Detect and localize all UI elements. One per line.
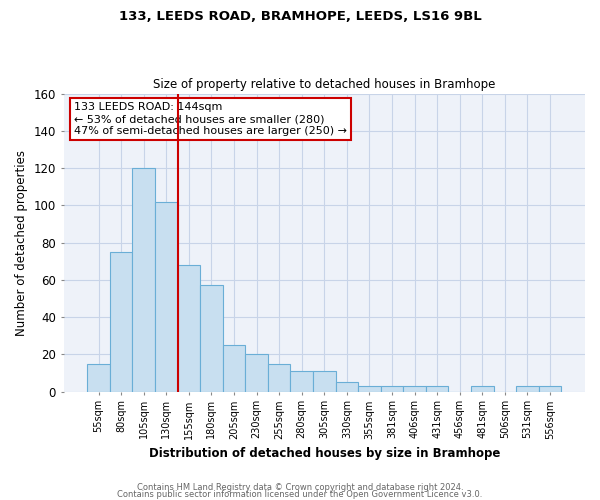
X-axis label: Distribution of detached houses by size in Bramhope: Distribution of detached houses by size … [149, 447, 500, 460]
Bar [516, 386, 539, 392]
Bar [381, 386, 403, 392]
Text: Contains public sector information licensed under the Open Government Licence v3: Contains public sector information licen… [118, 490, 482, 499]
Bar [290, 371, 313, 392]
Bar [268, 364, 290, 392]
Bar [539, 386, 561, 392]
Y-axis label: Number of detached properties: Number of detached properties [15, 150, 28, 336]
Bar [426, 386, 448, 392]
Bar [87, 364, 110, 392]
Bar [200, 286, 223, 392]
Text: Contains HM Land Registry data © Crown copyright and database right 2024.: Contains HM Land Registry data © Crown c… [137, 484, 463, 492]
Text: 133, LEEDS ROAD, BRAMHOPE, LEEDS, LS16 9BL: 133, LEEDS ROAD, BRAMHOPE, LEEDS, LS16 9… [119, 10, 481, 23]
Bar [403, 386, 426, 392]
Bar [245, 354, 268, 392]
Bar [178, 265, 200, 392]
Text: 133 LEEDS ROAD: 144sqm
← 53% of detached houses are smaller (280)
47% of semi-de: 133 LEEDS ROAD: 144sqm ← 53% of detached… [74, 102, 347, 136]
Bar [335, 382, 358, 392]
Bar [110, 252, 133, 392]
Bar [358, 386, 381, 392]
Bar [223, 345, 245, 392]
Bar [155, 202, 178, 392]
Title: Size of property relative to detached houses in Bramhope: Size of property relative to detached ho… [153, 78, 496, 91]
Bar [471, 386, 494, 392]
Bar [133, 168, 155, 392]
Bar [313, 371, 335, 392]
